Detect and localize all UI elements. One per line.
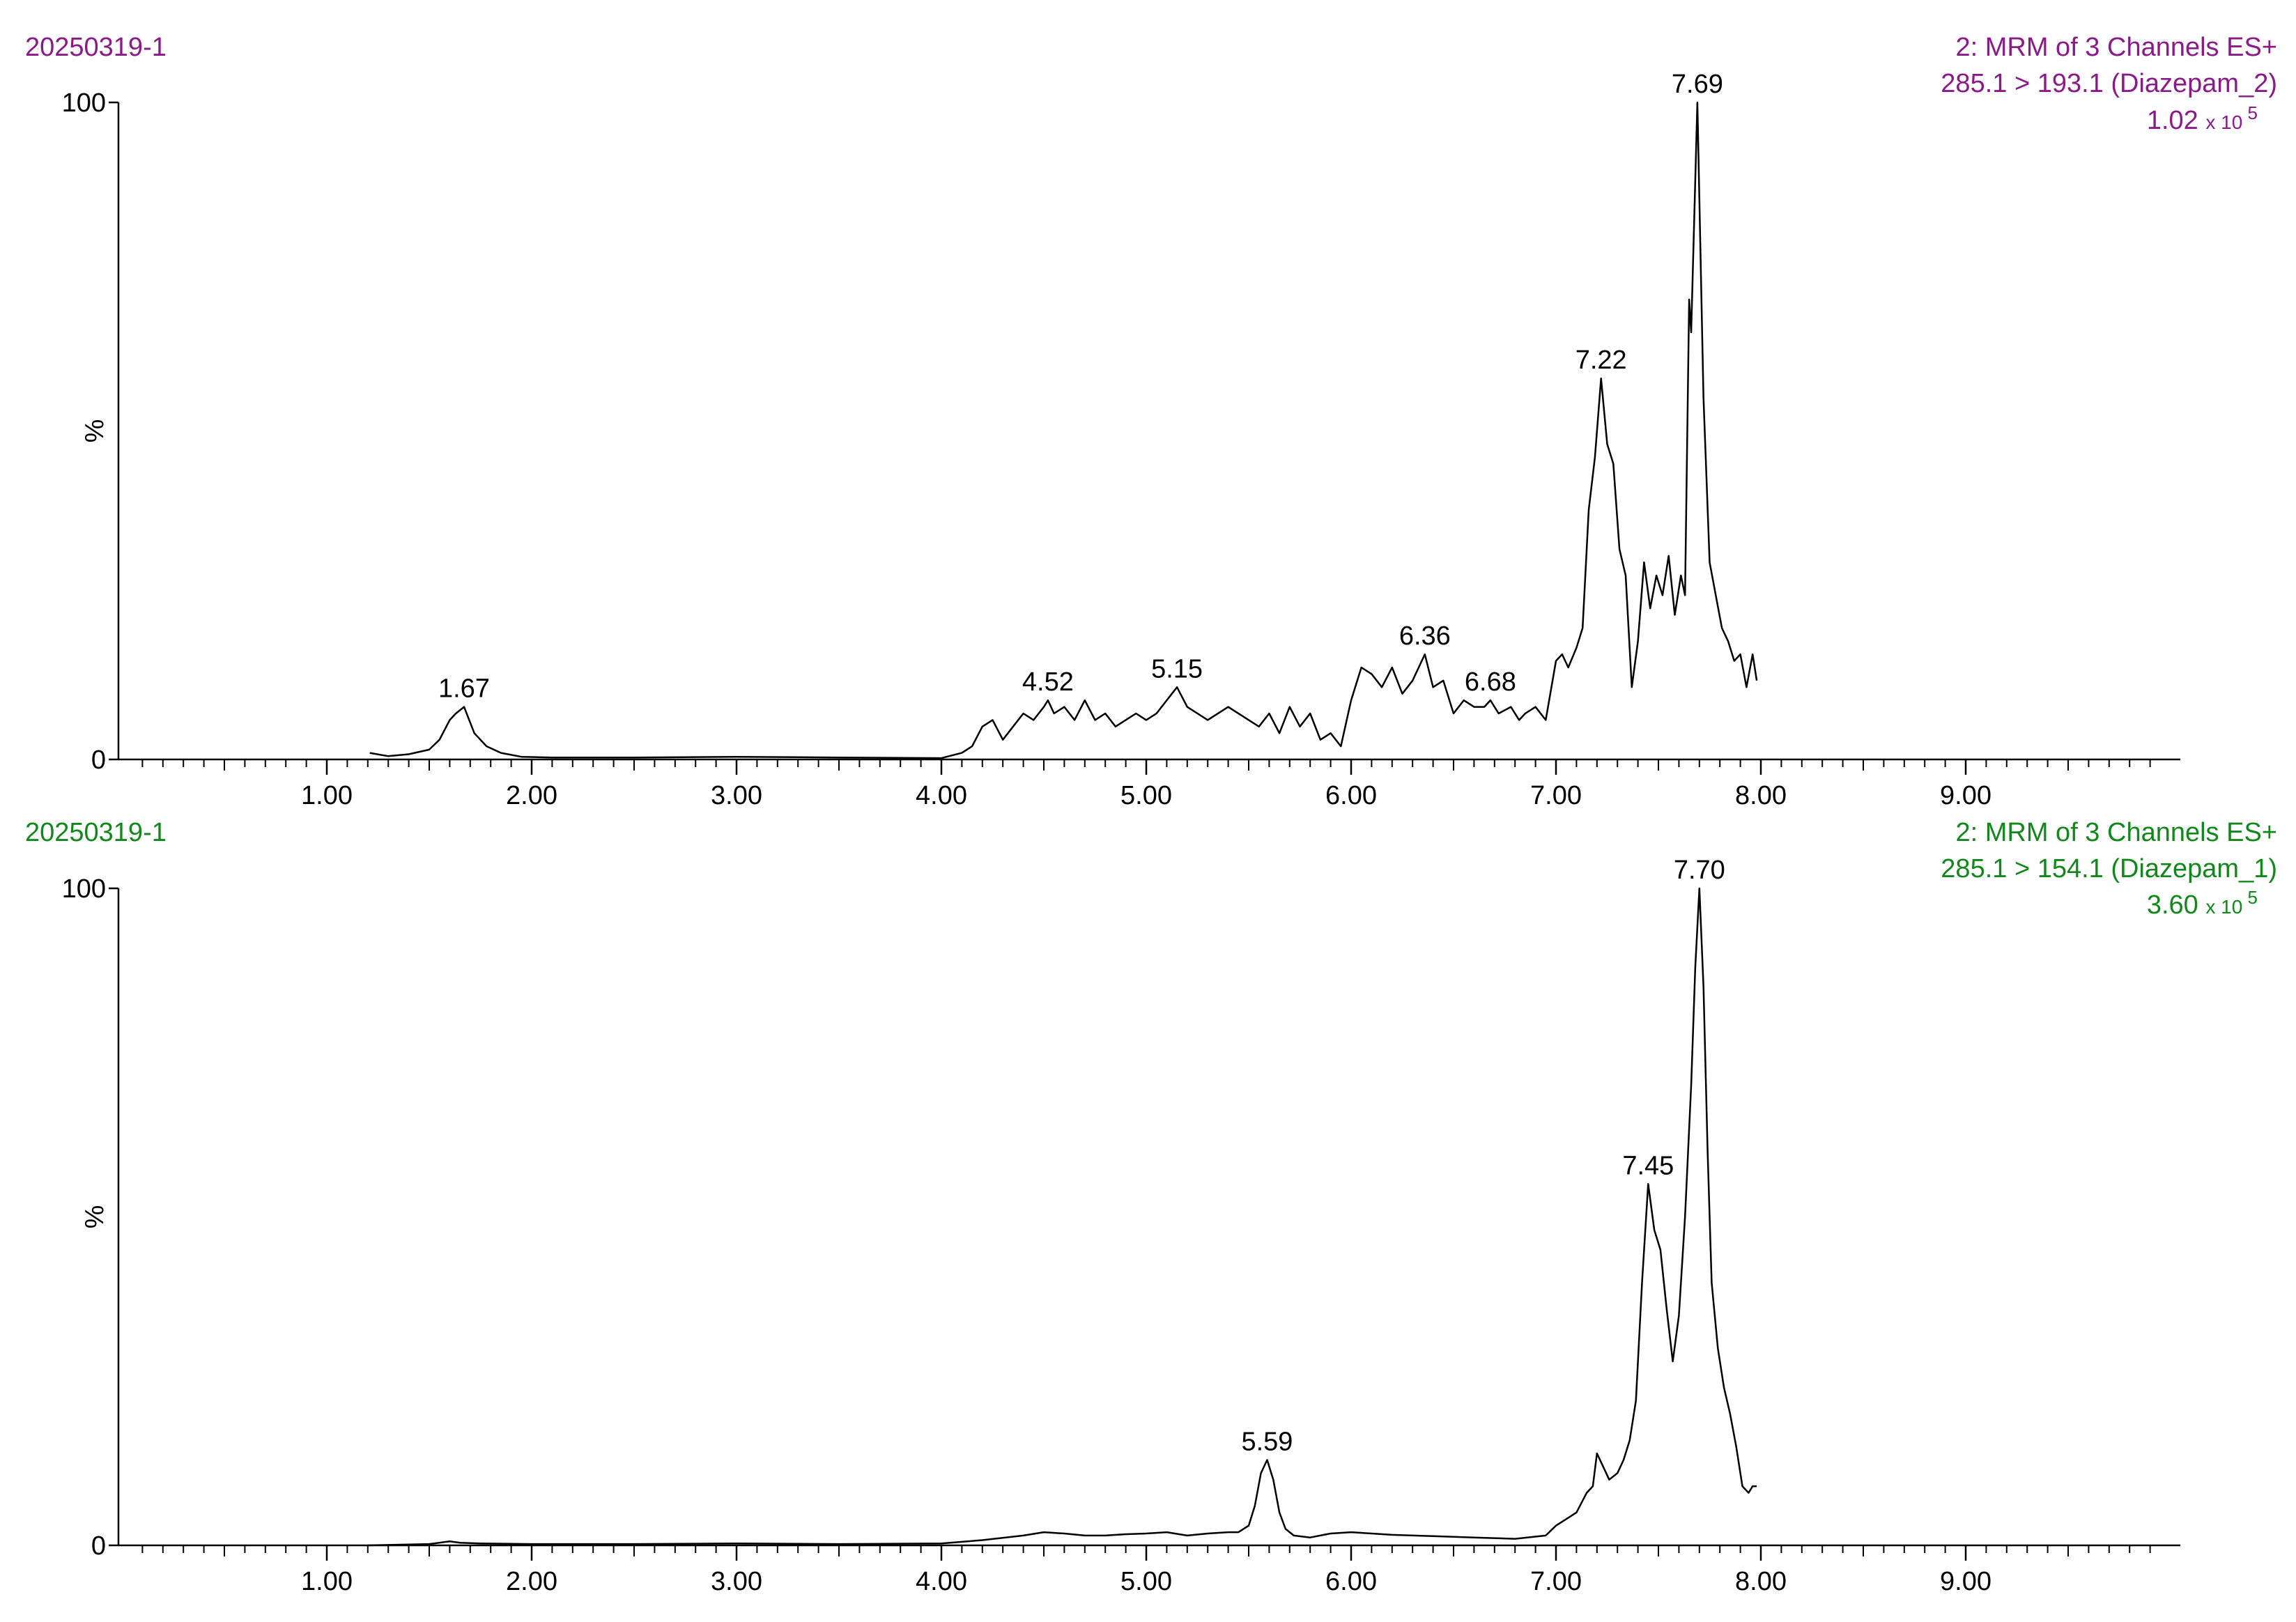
y-axis-label: % xyxy=(80,1205,109,1229)
chromatogram-trace xyxy=(367,887,1757,1547)
peak-label: 6.36 xyxy=(1399,621,1451,651)
x-tick-label: 8.00 xyxy=(1735,781,1787,810)
intensity-value: 3.60 x 10 5 xyxy=(2147,887,2258,920)
mrm-channel-title: 2: MRM of 3 Channels ES+ xyxy=(1956,33,2278,62)
intensity-scale: 1.02 x 10 5 xyxy=(2147,102,2258,135)
intensity-value: 1.02 x 10 5 xyxy=(2147,102,2258,135)
intensity-mantissa: 3.60 xyxy=(2147,890,2206,920)
x-tick-label: 6.00 xyxy=(1325,1567,1377,1596)
x-tick-label: 5.00 xyxy=(1120,781,1172,810)
x-tick-label: 2.00 xyxy=(506,781,557,810)
x-tick-label: 4.00 xyxy=(916,781,967,810)
x-tick-label: 7.00 xyxy=(1530,781,1582,810)
sample-name: 20250319-1 xyxy=(25,818,167,847)
peak-label: 7.45 xyxy=(1622,1151,1674,1180)
transition-label: 285.1 > 154.1 (Diazepam_1) xyxy=(1941,854,2277,883)
peak-label: 6.68 xyxy=(1465,667,1516,697)
x-tick-label: 9.00 xyxy=(1940,1567,1991,1596)
x-tick-label: 1.00 xyxy=(301,1567,353,1596)
x-tick-label: 2.00 xyxy=(506,1567,557,1596)
intensity-scale: 3.60 x 10 5 xyxy=(2147,887,2258,920)
sample-name: 20250319-1 xyxy=(25,33,167,62)
chromatogram-trace xyxy=(369,101,1758,759)
peak-label: 7.70 xyxy=(1674,856,1725,885)
intensity-exponent: 5 xyxy=(2242,887,2258,908)
chromatogram-panel-1: 20250319-1 2: MRM of 3 Channels ES+ 285.1 … xyxy=(25,33,2277,810)
intensity-times: x 10 xyxy=(2205,896,2242,918)
y-tick-label: 100 xyxy=(62,88,106,118)
y-tick-label: 0 xyxy=(91,1531,106,1561)
intensity-times: x 10 xyxy=(2205,111,2242,133)
peak-label: 7.22 xyxy=(1575,346,1627,375)
x-tick-label: 4.00 xyxy=(916,1567,967,1596)
x-tick-label: 3.00 xyxy=(711,781,762,810)
mrm-channel-title: 2: MRM of 3 Channels ES+ xyxy=(1956,818,2278,847)
x-tick-label: 1.00 xyxy=(301,781,353,810)
y-tick-label: 100 xyxy=(62,874,106,904)
peak-label: 5.15 xyxy=(1151,654,1203,683)
peak-label: 1.67 xyxy=(438,674,490,704)
x-tick-label: 3.00 xyxy=(711,1567,762,1596)
intensity-exponent: 5 xyxy=(2242,102,2258,123)
x-tick-label: 8.00 xyxy=(1735,1567,1787,1596)
transition-label: 285.1 > 193.1 (Diazepam_2) xyxy=(1941,69,2277,98)
x-tick-label: 7.00 xyxy=(1530,1567,1582,1596)
peak-label: 4.52 xyxy=(1022,667,1074,697)
intensity-mantissa: 1.02 xyxy=(2147,106,2206,135)
peak-label: 7.69 xyxy=(1672,70,1723,99)
peak-label: 5.59 xyxy=(1241,1427,1293,1456)
chromatogram-panel-2: 20250319-1 2: MRM of 3 Channels ES+ 285.1 … xyxy=(25,818,2277,1596)
x-tick-label: 9.00 xyxy=(1940,781,1991,810)
x-tick-label: 6.00 xyxy=(1325,781,1377,810)
x-tick-label: 5.00 xyxy=(1120,1567,1172,1596)
y-axis-label: % xyxy=(80,419,109,443)
y-tick-label: 0 xyxy=(91,746,106,775)
